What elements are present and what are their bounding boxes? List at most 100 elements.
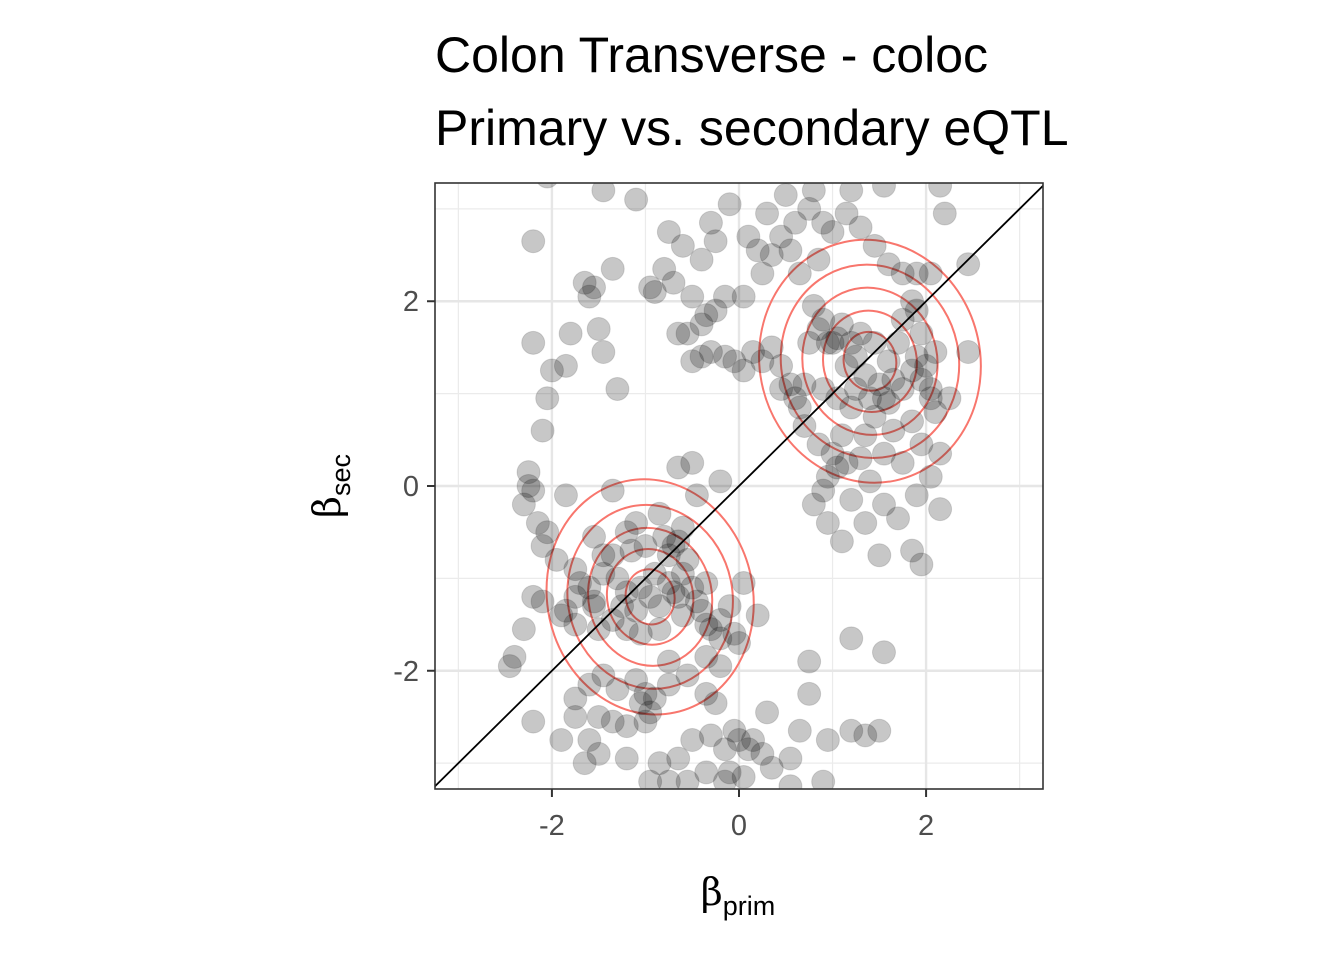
data-point bbox=[886, 330, 911, 355]
data-point bbox=[698, 617, 723, 642]
data-point bbox=[537, 183, 558, 189]
density-contour-1-level-5 bbox=[758, 238, 982, 484]
data-point bbox=[862, 233, 887, 258]
data-point bbox=[811, 377, 836, 402]
data-point bbox=[736, 224, 761, 249]
data-point bbox=[582, 594, 607, 619]
data-point bbox=[932, 201, 957, 226]
data-point bbox=[857, 469, 882, 494]
data-point bbox=[862, 330, 887, 355]
data-point bbox=[516, 460, 541, 485]
data-point bbox=[923, 340, 948, 365]
data-point bbox=[750, 741, 775, 766]
data-point bbox=[614, 617, 639, 642]
data-point bbox=[553, 353, 578, 378]
data-point bbox=[900, 358, 925, 383]
data-point bbox=[689, 598, 714, 623]
data-point bbox=[769, 377, 794, 402]
data-point bbox=[904, 261, 929, 286]
data-point bbox=[535, 520, 560, 545]
density-contour-1-level-4 bbox=[779, 263, 961, 459]
data-point bbox=[698, 210, 723, 235]
data-point bbox=[904, 483, 929, 508]
density-contour-2-level-5 bbox=[545, 478, 755, 716]
data-point bbox=[586, 741, 611, 766]
data-point bbox=[544, 547, 569, 572]
data-point bbox=[755, 201, 780, 226]
data-point bbox=[839, 718, 864, 743]
data-point bbox=[871, 183, 896, 198]
density-contours bbox=[545, 238, 982, 716]
data-point bbox=[670, 233, 695, 258]
data-point bbox=[900, 289, 925, 314]
data-point bbox=[605, 377, 630, 402]
data-point bbox=[801, 293, 826, 318]
x-axis-label: βprim bbox=[701, 870, 775, 921]
data-point bbox=[909, 367, 934, 392]
data-point bbox=[773, 183, 798, 208]
data-point bbox=[600, 607, 625, 632]
data-point bbox=[680, 349, 705, 374]
data-point bbox=[680, 450, 705, 475]
data-point bbox=[535, 386, 560, 411]
data-point bbox=[638, 584, 663, 609]
data-point bbox=[670, 603, 695, 628]
y-axis: -2 0 2 bbox=[393, 286, 435, 688]
data-point bbox=[600, 543, 625, 568]
data-point bbox=[918, 464, 943, 489]
data-point bbox=[871, 492, 896, 517]
data-point bbox=[867, 372, 892, 397]
data-point bbox=[909, 552, 934, 577]
data-point bbox=[563, 686, 588, 711]
data-point bbox=[689, 344, 714, 369]
data-point bbox=[549, 603, 574, 628]
data-point bbox=[829, 423, 854, 448]
data-point bbox=[703, 691, 728, 716]
data-point bbox=[811, 307, 836, 332]
data-point bbox=[684, 483, 709, 508]
data-point bbox=[787, 718, 812, 743]
data-point bbox=[881, 367, 906, 392]
data-point bbox=[582, 589, 607, 614]
data-point bbox=[811, 769, 836, 789]
data-point bbox=[633, 709, 658, 734]
data-point bbox=[829, 312, 854, 337]
data-point bbox=[708, 626, 733, 651]
data-point bbox=[582, 275, 607, 300]
data-point bbox=[862, 404, 887, 429]
data-point bbox=[638, 700, 663, 725]
data-point bbox=[624, 510, 649, 535]
data-point bbox=[642, 686, 667, 711]
data-point bbox=[666, 455, 691, 480]
data-point bbox=[839, 183, 864, 203]
data-point bbox=[525, 510, 550, 535]
data-point bbox=[825, 455, 850, 480]
data-point bbox=[867, 543, 892, 568]
data-point bbox=[853, 723, 878, 748]
data-point bbox=[820, 441, 845, 466]
data-point bbox=[670, 515, 695, 540]
data-point bbox=[586, 704, 611, 729]
data-point bbox=[722, 718, 747, 743]
chart-title-line-1: Colon Transverse - coloc bbox=[435, 27, 988, 83]
y-tick-label: 2 bbox=[403, 286, 419, 318]
data-point bbox=[708, 469, 733, 494]
data-point bbox=[811, 478, 836, 503]
data-point bbox=[759, 243, 784, 268]
data-point bbox=[834, 201, 859, 226]
data-point bbox=[839, 626, 864, 651]
data-point bbox=[801, 492, 826, 517]
data-point bbox=[694, 303, 719, 328]
data-point bbox=[778, 746, 803, 771]
data-point bbox=[731, 284, 756, 309]
data-point bbox=[815, 510, 840, 535]
data-point bbox=[497, 654, 522, 679]
data-point bbox=[521, 330, 546, 355]
data-point bbox=[633, 534, 658, 559]
data-point bbox=[956, 340, 981, 365]
data-point bbox=[511, 492, 536, 517]
data-point bbox=[717, 594, 742, 619]
data-point bbox=[792, 413, 817, 438]
y-axis-label-symbol: β bbox=[305, 496, 349, 518]
data-point bbox=[652, 256, 677, 281]
